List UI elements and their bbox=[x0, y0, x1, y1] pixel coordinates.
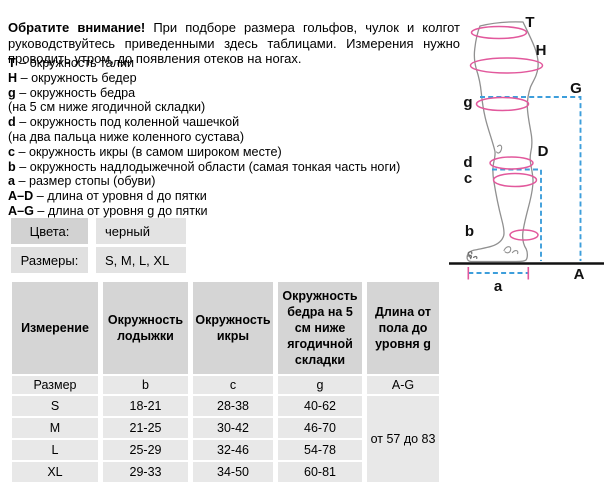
cell-size: S bbox=[12, 396, 98, 416]
definition-line: c – окружность икры (в самом широком мес… bbox=[8, 145, 460, 160]
sizes-value: S, M, L, XL bbox=[96, 247, 186, 273]
definition-line: a – размер стопы (обуви) bbox=[8, 174, 460, 189]
table-row-xl: XL 29-33 34-50 60-81 bbox=[12, 462, 439, 482]
cell-calf: 30-42 bbox=[193, 418, 273, 438]
definition-key: a bbox=[8, 174, 16, 189]
definition-key: g bbox=[8, 85, 16, 100]
colors-label: Цвета: bbox=[11, 218, 88, 244]
ankle-ellipse bbox=[509, 229, 539, 241]
cell-size: M bbox=[12, 418, 98, 438]
definition-text: – длина от уровня d до пятки bbox=[33, 189, 207, 204]
definition-text: – размер стопы (обуви) bbox=[15, 174, 156, 189]
col-header-calf: Окружность икры bbox=[193, 282, 273, 374]
definition-line: A–G – длина от уровня g до пятки bbox=[8, 204, 460, 219]
cell-hip: 60-81 bbox=[278, 462, 362, 482]
cell-calf: 34-50 bbox=[193, 462, 273, 482]
measurement-definitions: T – окружность талии H – окружность беде… bbox=[8, 56, 460, 219]
intro-paragraph: Обратите внимание! При подборе размера г… bbox=[8, 20, 460, 67]
attributes-table: Цвета: черный Размеры: S, M, L, XL bbox=[11, 218, 186, 273]
label-b: b bbox=[465, 223, 474, 240]
measure-g: g bbox=[278, 376, 362, 394]
label-T: T bbox=[525, 14, 534, 31]
label-d: d bbox=[463, 154, 472, 171]
definition-text: – окружность надлодыжечной области (сама… bbox=[15, 159, 401, 174]
cell-length-merged: от 57 до 83 bbox=[367, 396, 439, 482]
hip-ellipse bbox=[469, 57, 544, 74]
label-G: G bbox=[570, 80, 582, 97]
definition-text: – окружность талии bbox=[15, 56, 135, 70]
definition-line: g – окружность бедра bbox=[8, 86, 460, 101]
cell-ankle: 25-29 bbox=[103, 440, 188, 460]
label-c: c bbox=[464, 170, 472, 187]
d-floor-guide bbox=[492, 168, 542, 261]
leg-measurement-diagram: T H G g D d c b a A bbox=[449, 14, 604, 294]
definition-text: – окружность под коленной чашечкой bbox=[15, 115, 240, 130]
definition-text: – окружность бедра bbox=[15, 85, 136, 100]
intro-text: При подборе размера гольфов, чулок и кол… bbox=[8, 20, 460, 67]
cell-ankle: 21-25 bbox=[103, 418, 188, 438]
cell-size: XL bbox=[12, 462, 98, 482]
label-g: g bbox=[463, 94, 472, 111]
measure-size: Размер bbox=[12, 376, 98, 394]
definition-text: (на 5 см ниже ягодичной складки) bbox=[8, 100, 206, 115]
definition-key: A–G bbox=[8, 203, 34, 218]
table-row-m: M 21-25 30-42 46-70 bbox=[12, 418, 439, 438]
definition-line: (на 5 см ниже ягодичной складки) bbox=[8, 100, 460, 115]
label-a: a bbox=[494, 278, 503, 294]
waist-ellipse bbox=[470, 25, 528, 40]
size-table: Измерение Окружность лодыжки Окружность … bbox=[7, 280, 444, 484]
g-floor-guide bbox=[480, 96, 582, 261]
colors-value: черный bbox=[96, 218, 186, 244]
size-table-header-row: Измерение Окружность лодыжки Окружность … bbox=[12, 282, 439, 374]
col-header-ankle: Окружность лодыжки bbox=[103, 282, 188, 374]
cell-size: L bbox=[12, 440, 98, 460]
calf-ellipse bbox=[492, 172, 538, 188]
definition-key: T bbox=[8, 56, 16, 70]
definition-key: d bbox=[8, 115, 16, 130]
definition-key: c bbox=[8, 144, 16, 159]
heel-detail bbox=[503, 246, 519, 255]
cell-hip: 54-78 bbox=[278, 440, 362, 460]
sizes-label: Размеры: bbox=[11, 247, 88, 273]
col-header-measurement: Измерение bbox=[12, 282, 98, 374]
toe-detail bbox=[467, 251, 478, 260]
intro-bold: Обратите внимание! bbox=[8, 20, 146, 35]
definition-text: – окружность икры (в самом широком месте… bbox=[15, 144, 282, 159]
table-row-s: S 18-21 28-38 40-62 от 57 до 83 bbox=[12, 396, 439, 482]
definition-line: b – окружность надлодыжечной области (са… bbox=[8, 160, 460, 175]
measure-ag: A-G bbox=[367, 376, 439, 394]
measure-b: b bbox=[103, 376, 188, 394]
thigh-ellipse bbox=[475, 96, 530, 112]
definition-text: (на два пальца ниже коленного сустава) bbox=[8, 129, 245, 144]
definition-text: – окружность бедер bbox=[17, 70, 137, 85]
cell-ankle: 18-21 bbox=[103, 396, 188, 416]
leg-outline bbox=[466, 21, 539, 263]
cell-hip: 46-70 bbox=[278, 418, 362, 438]
knee-ellipse bbox=[489, 156, 534, 170]
table-row-l: L 25-29 32-46 54-78 bbox=[12, 440, 439, 460]
cell-calf: 28-38 bbox=[193, 396, 273, 416]
definition-key: A–D bbox=[8, 189, 34, 204]
label-H: H bbox=[536, 42, 547, 59]
col-header-length: Длина от пола до уровня g bbox=[367, 282, 439, 374]
measure-letter-row: Размер b c g A-G bbox=[12, 376, 439, 394]
definition-line: T – окружность талии bbox=[8, 56, 460, 71]
definition-line: H – окружность бедер bbox=[8, 71, 460, 86]
label-D: D bbox=[538, 143, 549, 160]
definition-key: b bbox=[8, 159, 16, 174]
definition-line: d – окружность под коленной чашечкой bbox=[8, 115, 460, 130]
cell-calf: 32-46 bbox=[193, 440, 273, 460]
knee-detail bbox=[496, 144, 503, 154]
definition-key: H bbox=[8, 70, 18, 85]
definition-text: – длина от уровня g до пятки bbox=[33, 203, 208, 218]
definition-line: A–D – длина от уровня d до пятки bbox=[8, 189, 460, 204]
cell-hip: 40-62 bbox=[278, 396, 362, 416]
label-A: A bbox=[574, 266, 585, 283]
definition-line: (на два пальца ниже коленного сустава) bbox=[8, 130, 460, 145]
cell-ankle: 29-33 bbox=[103, 462, 188, 482]
measure-c: c bbox=[193, 376, 273, 394]
col-header-hip: Окружность бедра на 5 см ниже ягодичной … bbox=[278, 282, 362, 374]
